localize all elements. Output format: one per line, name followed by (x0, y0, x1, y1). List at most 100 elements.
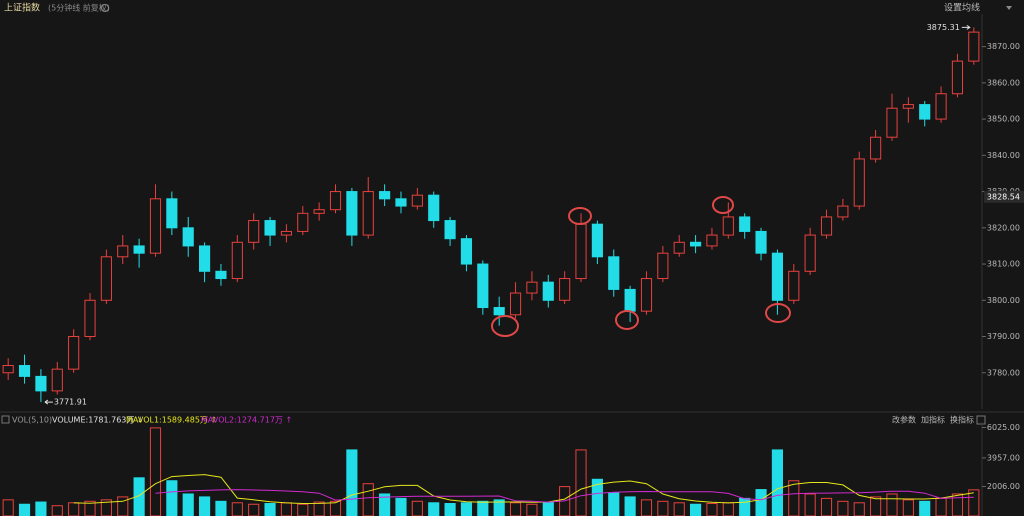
volume-bar (853, 502, 865, 516)
volume-bar (133, 477, 145, 516)
dropdown-arrow[interactable] (1006, 6, 1012, 10)
volume-bar (837, 500, 849, 516)
candle-body (313, 209, 325, 214)
candle-body (591, 223, 603, 258)
volume-bar (739, 497, 751, 516)
volume-bar (51, 505, 63, 516)
candle-body (117, 245, 129, 258)
volume-bar (460, 502, 473, 516)
candle-body (199, 245, 211, 272)
add-indicator-button[interactable]: 加指标 (921, 415, 945, 425)
candle-body (690, 241, 702, 247)
candle-body (968, 31, 980, 62)
candle-body (346, 191, 358, 236)
candle-body (493, 307, 505, 316)
y-tick-label: 3820.00 (987, 223, 1020, 232)
volume-bar (575, 449, 587, 516)
edit-params-button[interactable]: 改参数 (892, 415, 916, 425)
candle-body (280, 230, 292, 236)
volume-bar (657, 500, 669, 516)
volume-bar (820, 497, 833, 516)
y-tick-label: 3860.00 (987, 78, 1020, 87)
candle-body (657, 252, 669, 280)
candle-body (166, 198, 178, 229)
candle-body (231, 241, 243, 280)
y-tick-label: 3850.00 (987, 115, 1020, 124)
y-tick-label: 3870.00 (987, 42, 1020, 51)
candle-body (804, 234, 816, 272)
volume-bar (755, 489, 767, 516)
volume-bar (493, 499, 505, 516)
candle-body (264, 220, 276, 236)
candle-body (673, 241, 685, 254)
candle-body (919, 104, 931, 120)
candle-body (755, 230, 767, 254)
volume-bar (886, 493, 898, 516)
volume-bar (722, 502, 734, 516)
volume-bar (2, 499, 14, 516)
y-tick-label: 3957.00 (987, 453, 1020, 462)
candle-body (395, 198, 407, 207)
volume-bar (788, 480, 800, 516)
candle-body (133, 245, 145, 254)
candle-body (722, 216, 734, 236)
volume-bar (264, 503, 276, 516)
mavol1-value: MAVOL1:1589.485万 ↑ (126, 416, 217, 425)
volume-bar (297, 503, 309, 516)
volume-bar (690, 503, 702, 516)
mavol-line (155, 489, 974, 503)
price-marker: 3828.54 (987, 192, 1020, 201)
candle-body (870, 136, 882, 160)
candle-body (853, 158, 865, 207)
volume-bar (804, 493, 816, 516)
volume-bar (902, 499, 914, 516)
volume-bar (509, 502, 522, 516)
chart-title: 上证指数 (4, 2, 40, 14)
vol-icon[interactable] (1, 415, 10, 424)
volume-bar (313, 501, 325, 516)
highlight-circle (491, 315, 519, 337)
volume-bar (149, 427, 162, 516)
candle-body (379, 191, 391, 200)
volume-bar (608, 492, 620, 516)
volume-bar (591, 478, 603, 516)
candle-body (18, 365, 31, 377)
volume-bar (951, 493, 964, 516)
low-arrow (44, 399, 53, 405)
candle-body (51, 368, 63, 392)
y-tick-label: 3800.00 (987, 296, 1020, 305)
switch-indicator-button[interactable]: 换指标 (950, 415, 974, 425)
volume-bar (673, 502, 685, 516)
volume-bar (477, 500, 489, 516)
volume-bar (362, 483, 374, 516)
candle-body (329, 191, 342, 211)
volume-bar (199, 496, 211, 516)
mavol-line (73, 474, 974, 505)
candle-body (428, 194, 440, 222)
candle-body (68, 336, 80, 370)
candle-body (526, 281, 538, 294)
y-tick-label: 3840.00 (987, 151, 1020, 160)
mavol2-value: MAVOL2:1274.717万 ↑ (201, 416, 292, 425)
volume-bar (231, 502, 243, 516)
volume-bar (379, 493, 391, 516)
volume-bar (35, 501, 47, 516)
settings-icon[interactable] (101, 4, 109, 12)
candle-body (477, 263, 489, 309)
settings-button[interactable]: 设置均线 (944, 2, 980, 14)
highlight-circle (712, 196, 734, 214)
y-tick-label: 2006.00 (987, 482, 1020, 491)
y-tick-label: 6025.00 (987, 423, 1020, 432)
panel-icon[interactable] (976, 415, 986, 425)
volume-bar (526, 503, 538, 516)
candle-body (509, 292, 522, 316)
candle-body (624, 288, 636, 312)
volume-bar (280, 502, 292, 516)
candle-body (559, 278, 571, 301)
candle-body (706, 234, 718, 247)
volume-bar (100, 499, 112, 516)
candle-body (444, 220, 456, 240)
highlight-circle (765, 303, 791, 323)
candle-body (460, 238, 473, 265)
